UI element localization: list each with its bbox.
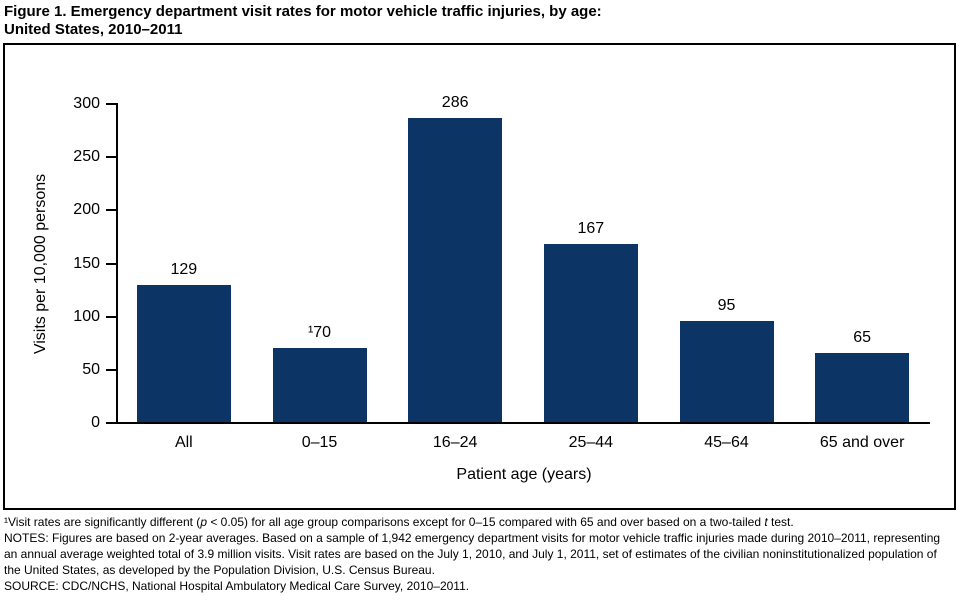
figure-title: Figure 1. Emergency department visit rat… <box>4 3 602 39</box>
y-tick-label: 300 <box>73 95 100 112</box>
x-category-label: All <box>174 434 193 451</box>
footnote-italic-term: p <box>200 515 207 529</box>
bar-25-44 <box>543 244 638 422</box>
y-tick-label: 100 <box>73 307 100 325</box>
bar-value-label: ¹70 <box>307 323 332 341</box>
y-axis-tick <box>106 315 116 318</box>
y-tick-label: 0 <box>91 414 100 431</box>
bar-value-label: 167 <box>577 220 605 238</box>
bar-0-15 <box>272 347 367 422</box>
footnote-italic-term: t <box>764 515 768 529</box>
footnote-notes: NOTES: Figures are based on 2-year avera… <box>4 531 941 577</box>
y-axis-title: Visits per 10,000 persons <box>32 173 49 355</box>
y-axis-tick <box>106 262 116 265</box>
y-axis-line <box>116 103 118 424</box>
footnote-text: < 0.05) for all age group comparisons ex… <box>207 515 765 529</box>
bar-value-label: 129 <box>170 260 198 278</box>
bar-value-label: 65 <box>853 328 872 346</box>
y-tick-label: 250 <box>73 148 100 166</box>
bar-all <box>136 284 231 422</box>
bar-value-label: 95 <box>717 296 736 314</box>
footnote-text: ¹Visit rates are significantly different… <box>4 515 201 529</box>
y-axis-tick <box>106 156 116 159</box>
y-axis-tick <box>106 209 116 212</box>
x-category-label: 65 and over <box>819 434 905 451</box>
bar-chart-plot-area: 0 50 100 150 200 250 300 129 All ¹70 0–15 286 16–24 1… <box>5 45 954 508</box>
footnotes: ¹Visit rates are significantly different… <box>4 514 955 594</box>
footnote-source: SOURCE: CDC/NCHS, National Hospital Ambu… <box>4 579 470 593</box>
y-tick-label: 150 <box>73 254 100 272</box>
chart-frame: 0 50 100 150 200 250 300 129 All ¹70 0–15 286 16–24 1… <box>3 43 956 510</box>
x-category-label: 25–44 <box>568 434 614 451</box>
footnote-text: test. <box>767 515 794 529</box>
bar-value-label: 286 <box>441 93 469 111</box>
figure-title-line2: United States, 2010–2011 <box>4 21 183 38</box>
y-axis-tick <box>106 368 116 371</box>
bar-65-and-over <box>815 352 910 422</box>
bar-45-64 <box>679 320 774 422</box>
y-axis-tick <box>106 422 116 424</box>
x-axis-title: Patient age (years) <box>456 466 592 483</box>
x-category-label: 0–15 <box>301 434 338 451</box>
bar-16-24 <box>408 117 503 422</box>
footnote-significance: ¹Visit rates are significantly different… <box>4 514 955 530</box>
x-category-label: 16–24 <box>432 434 478 451</box>
y-axis-tick <box>106 103 116 105</box>
figure-title-line1: Figure 1. Emergency department visit rat… <box>4 3 602 20</box>
x-category-label: 45–64 <box>704 434 749 451</box>
x-axis-line <box>116 422 930 424</box>
y-tick-label: 50 <box>82 360 100 378</box>
y-tick-label: 200 <box>73 201 100 219</box>
